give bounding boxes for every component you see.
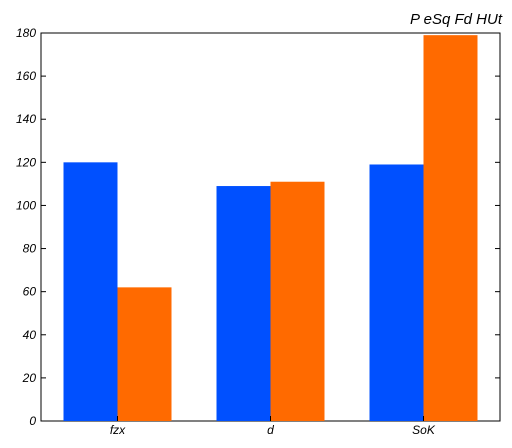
y-tick-label: 100 [16,198,36,212]
x-tick-label: d [267,423,274,437]
y-tick-label: 0 [29,414,36,428]
x-tick-label: fzx [110,423,126,437]
y-tick-label: 60 [23,285,37,299]
bars [63,35,478,422]
y-tick-label: 20 [22,371,37,385]
y-tick-label: 40 [23,328,37,342]
y-tick-label: 140 [16,112,36,126]
bar-d-series-2 [270,181,325,421]
x-axis: fzx d SoK [110,416,436,437]
chart-title: P eSq Fd HUt [410,11,503,28]
bar-fzx-series-2 [117,287,172,421]
y-tick-label: 180 [16,26,36,40]
y-tick-label: 160 [16,69,36,83]
y-tick-label: 80 [23,242,37,256]
x-tick-label: SoK [412,423,436,437]
bar-d-series-1 [216,186,271,421]
bar-SoK-series-2 [423,35,478,422]
y-axis: 0 20 40 60 80 100 120 140 160 180 [16,26,500,428]
bar-fzx-series-1 [63,162,118,422]
bar-SoK-series-1 [369,164,424,421]
y-tick-label: 120 [16,155,36,169]
